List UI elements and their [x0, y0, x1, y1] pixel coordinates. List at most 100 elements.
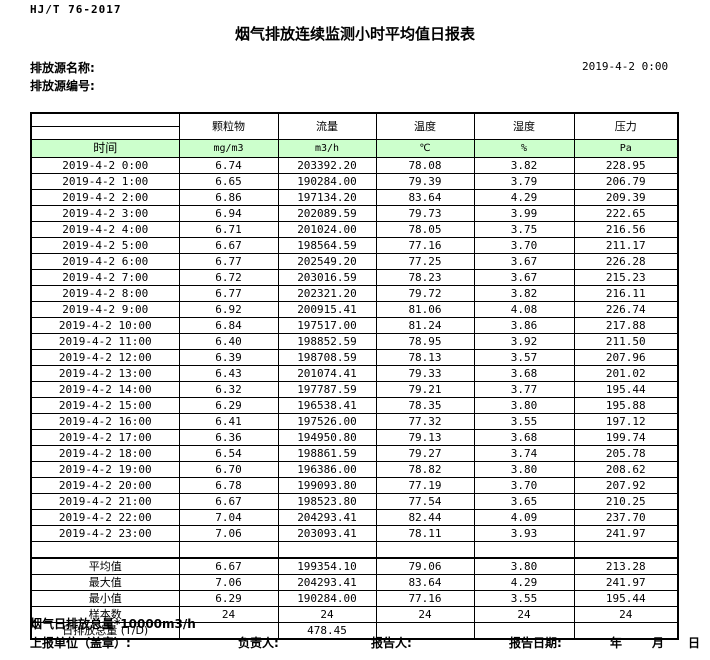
value-cell-pressure: 228.95: [573, 157, 679, 174]
value-cell-particulate: 6.94: [178, 205, 279, 222]
time-cell: 2019-4-2 3:00: [30, 205, 180, 222]
param-header-flow: 流量: [277, 112, 377, 140]
value-cell-temperature: 77.54: [375, 493, 475, 510]
summary-rows: 平均值 6.67 199354.10 79.06 3.80 213.28 最大值…: [30, 557, 679, 640]
value-cell-pressure: 207.96: [573, 349, 679, 366]
value-cell-flow: 204293.41: [277, 509, 377, 526]
time-header-label: 时间: [30, 139, 180, 158]
summary-value-humidity: 3.80: [473, 557, 575, 575]
data-rows: 2019-4-2 0:00 6.74 203392.20 78.08 3.82 …: [30, 157, 679, 542]
value-cell-humidity: 3.67: [473, 253, 575, 270]
time-cell: 2019-4-2 10:00: [30, 317, 180, 334]
summary-row: 样本数 24 24 24 24 24: [30, 606, 679, 623]
value-cell-humidity: 3.67: [473, 269, 575, 286]
value-cell-pressure: 199.74: [573, 429, 679, 446]
value-cell-pressure: 209.39: [573, 189, 679, 206]
value-cell-temperature: 78.35: [375, 397, 475, 414]
time-cell: 2019-4-2 18:00: [30, 445, 180, 462]
value-cell-humidity: 4.29: [473, 189, 575, 206]
value-cell-flow: 198861.59: [277, 445, 377, 462]
value-cell-temperature: 77.25: [375, 253, 475, 270]
value-cell-temperature: 79.27: [375, 445, 475, 462]
table-row: 2019-4-2 15:00 6.29 196538.41 78.35 3.80…: [30, 397, 679, 414]
value-cell-flow: 198523.80: [277, 493, 377, 510]
value-cell-pressure: 226.74: [573, 301, 679, 318]
value-cell-temperature: 79.39: [375, 173, 475, 190]
table-row: 2019-4-2 6:00 6.77 202549.20 77.25 3.67 …: [30, 253, 679, 270]
table-row: 2019-4-2 18:00 6.54 198861.59 79.27 3.74…: [30, 445, 679, 462]
spacer-section: [30, 541, 679, 559]
summary-label: 最小值: [30, 590, 180, 607]
summary-value-particulate: 6.67: [178, 557, 279, 575]
time-header-split-top: [30, 112, 180, 127]
time-cell: 2019-4-2 5:00: [30, 237, 180, 254]
time-cell: 2019-4-2 7:00: [30, 269, 180, 286]
summary-value-particulate: 7.06: [178, 574, 279, 591]
time-cell: 2019-4-2 17:00: [30, 429, 180, 446]
value-cell-pressure: 210.25: [573, 493, 679, 510]
value-cell-particulate: 6.70: [178, 461, 279, 478]
unit-cell-flow: m3/h: [277, 139, 377, 158]
value-cell-particulate: 6.74: [178, 157, 279, 174]
summary-row: 最小值 6.29 190284.00 77.16 3.55 195.44: [30, 590, 679, 607]
value-cell-temperature: 78.13: [375, 349, 475, 366]
summary-value-particulate: 6.29: [178, 590, 279, 607]
table-row: 2019-4-2 8:00 6.77 202321.20 79.72 3.82 …: [30, 285, 679, 302]
summary-label: 最大值: [30, 574, 180, 591]
time-cell: 2019-4-2 21:00: [30, 493, 180, 510]
spacer-row: [30, 541, 679, 559]
unit-cell-particulate: mg/m3: [178, 139, 279, 158]
value-cell-humidity: 3.99: [473, 205, 575, 222]
value-cell-pressure: 226.28: [573, 253, 679, 270]
summary-row: 最大值 7.06 204293.41 83.64 4.29 241.97: [30, 574, 679, 591]
value-cell-particulate: 6.77: [178, 285, 279, 302]
time-cell: 2019-4-2 16:00: [30, 413, 180, 430]
value-cell-humidity: 3.79: [473, 173, 575, 190]
value-cell-pressure: 217.88: [573, 317, 679, 334]
summary-value-flow: 199354.10: [277, 557, 377, 575]
source-name-label: 排放源名称:: [30, 61, 95, 75]
value-cell-temperature: 78.08: [375, 157, 475, 174]
value-cell-temperature: 78.82: [375, 461, 475, 478]
table-row: 2019-4-2 17:00 6.36 194950.80 79.13 3.68…: [30, 429, 679, 446]
summary-value-temperature: 24: [375, 606, 475, 623]
summary-label: 日排放总量 (T/D): [30, 622, 180, 640]
value-cell-particulate: 7.04: [178, 509, 279, 526]
unit-cell-humidity: %: [473, 139, 575, 158]
value-cell-humidity: 3.57: [473, 349, 575, 366]
table-row: 2019-4-2 1:00 6.65 190284.00 79.39 3.79 …: [30, 173, 679, 190]
value-cell-temperature: 79.72: [375, 285, 475, 302]
value-cell-flow: 197787.59: [277, 381, 377, 398]
value-cell-flow: 202321.20: [277, 285, 377, 302]
value-cell-flow: 203392.20: [277, 157, 377, 174]
summary-value-temperature: 79.06: [375, 557, 475, 575]
time-cell: 2019-4-2 15:00: [30, 397, 180, 414]
value-cell-humidity: 3.74: [473, 445, 575, 462]
value-cell-particulate: 6.77: [178, 253, 279, 270]
value-cell-particulate: 6.67: [178, 237, 279, 254]
table-row: 2019-4-2 19:00 6.70 196386.00 78.82 3.80…: [30, 461, 679, 478]
value-cell-particulate: 6.36: [178, 429, 279, 446]
unit-row: 时间 mg/m3 m3/h ℃ % Pa: [30, 139, 679, 158]
value-cell-pressure: 216.56: [573, 221, 679, 238]
summary-value-temperature: 83.64: [375, 574, 475, 591]
value-cell-humidity: 3.80: [473, 397, 575, 414]
value-cell-humidity: 3.82: [473, 285, 575, 302]
value-cell-flow: 202549.20: [277, 253, 377, 270]
value-cell-humidity: 4.09: [473, 509, 575, 526]
summary-value-flow: 478.45: [277, 622, 377, 640]
month-label: 月: [652, 636, 665, 650]
table-row: 2019-4-2 7:00 6.72 203016.59 78.23 3.67 …: [30, 269, 679, 286]
value-cell-humidity: 3.77: [473, 381, 575, 398]
summary-value-flow: 190284.00: [277, 590, 377, 607]
summary-value-humidity: 24: [473, 606, 575, 623]
value-cell-flow: 190284.00: [277, 173, 377, 190]
summary-value-flow: 204293.41: [277, 574, 377, 591]
report-table: 颗粒物 流量 温度 湿度 压力 时间 mg/m3 m3/h ℃ % Pa: [30, 112, 679, 640]
value-cell-particulate: 6.67: [178, 493, 279, 510]
value-cell-particulate: 6.29: [178, 397, 279, 414]
value-cell-flow: 197517.00: [277, 317, 377, 334]
value-cell-pressure: 241.97: [573, 525, 679, 542]
table-row: 2019-4-2 13:00 6.43 201074.41 79.33 3.68…: [30, 365, 679, 382]
value-cell-temperature: 79.73: [375, 205, 475, 222]
